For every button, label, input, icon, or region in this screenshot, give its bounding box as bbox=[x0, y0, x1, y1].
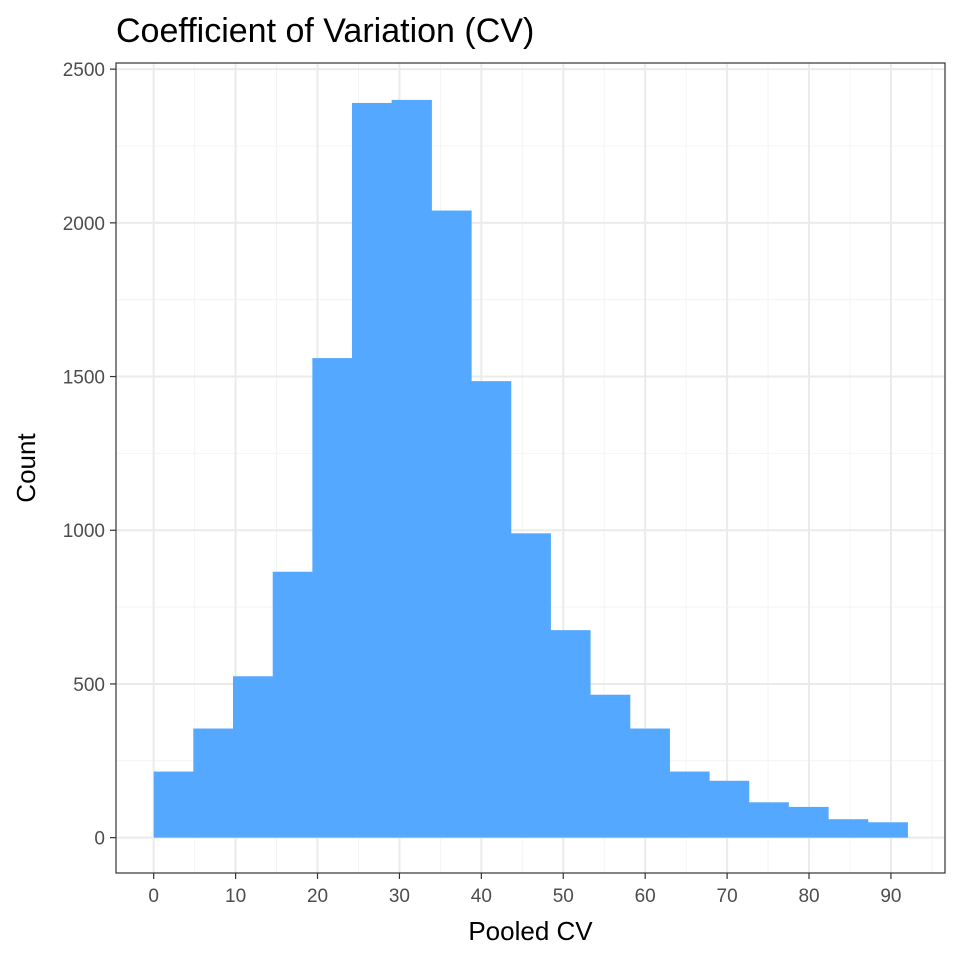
x-tick-label: 20 bbox=[307, 886, 328, 907]
x-tick-label: 60 bbox=[635, 886, 656, 907]
histogram-bar bbox=[788, 806, 829, 838]
histogram-bar bbox=[312, 358, 353, 838]
histogram-bar bbox=[272, 571, 313, 838]
x-tick-label: 70 bbox=[717, 886, 738, 907]
x-tick-label: 30 bbox=[389, 886, 410, 907]
histogram-bar bbox=[589, 694, 631, 838]
x-tick-label: 80 bbox=[798, 886, 819, 907]
y-tick-label: 1500 bbox=[63, 368, 105, 389]
histogram-bar bbox=[153, 771, 194, 838]
x-tick-label: 50 bbox=[553, 886, 574, 907]
x-axis-ticks: 0 10 20 30 40 50 60 70 80 90 bbox=[148, 873, 902, 907]
histogram-bar bbox=[352, 102, 393, 838]
y-tick-label: 0 bbox=[94, 829, 105, 850]
y-tick-label: 2500 bbox=[63, 60, 105, 81]
y-tick-label: 500 bbox=[73, 675, 105, 696]
histogram-bar bbox=[669, 771, 710, 838]
histogram-bar bbox=[629, 728, 670, 838]
histogram-bar bbox=[550, 630, 591, 838]
x-tick-label: 10 bbox=[225, 886, 246, 907]
histogram-bar bbox=[708, 780, 750, 838]
x-tick-label: 90 bbox=[880, 886, 901, 907]
histogram-bar bbox=[391, 99, 432, 838]
y-tick-label: 1000 bbox=[63, 521, 105, 542]
histogram-bar bbox=[193, 728, 234, 838]
histogram-bar bbox=[431, 210, 472, 838]
histogram-bar bbox=[828, 819, 869, 838]
histogram-bar bbox=[510, 533, 551, 838]
histogram-bar bbox=[232, 676, 274, 838]
chart-title: Coefficient of Variation (CV) bbox=[116, 12, 534, 50]
x-axis-title: Pooled CV bbox=[468, 916, 593, 946]
x-tick-label: 0 bbox=[148, 886, 159, 907]
y-axis-ticks: 0 500 1000 1500 2000 2500 bbox=[63, 60, 116, 850]
x-tick-label: 40 bbox=[471, 886, 492, 907]
histogram-bars bbox=[153, 99, 908, 838]
panel-border bbox=[115, 62, 946, 874]
histogram-bar bbox=[867, 822, 908, 838]
histogram-bar bbox=[748, 802, 789, 838]
y-axis-title: Count bbox=[11, 433, 41, 503]
y-tick-label: 2000 bbox=[63, 214, 105, 235]
histogram-bar bbox=[471, 381, 512, 838]
